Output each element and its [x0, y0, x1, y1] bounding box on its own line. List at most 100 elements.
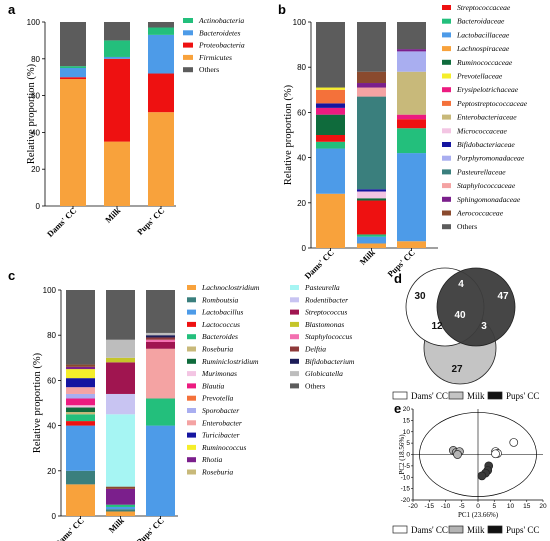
bar-segment-others [357, 22, 386, 72]
legend-swatch [442, 5, 451, 10]
bar-segment-streptococcaceae [397, 119, 426, 129]
legend-swatch [290, 334, 299, 340]
legend-swatch [442, 224, 451, 230]
bar-segment-bacteroidaceae [397, 128, 426, 154]
x-tick-label: -10 [441, 503, 451, 510]
y-tick-label: 60 [47, 376, 56, 385]
legend-label: Delftia [304, 345, 326, 354]
legend-label: Globicatella [305, 369, 343, 378]
bar-segment-streptococcaceae [357, 200, 386, 235]
legend-label: Bacteroidaceae [457, 17, 505, 26]
y-tick-label: 100 [27, 18, 41, 27]
legend-swatch [187, 457, 196, 463]
legend-swatch [183, 67, 193, 73]
bar-segment-others [104, 22, 130, 41]
y-tick-label: 60 [297, 108, 306, 117]
bar-segment-aerococcaceae [357, 71, 386, 84]
legend-label: Prevotella [201, 394, 234, 403]
legend-swatch [187, 395, 196, 401]
bar-segment-pasteurella [106, 414, 135, 487]
venn-legend-label: Pups' CC [506, 391, 539, 401]
x-tick-label: 20 [539, 503, 547, 510]
venn-count-pups_only: 47 [497, 291, 509, 302]
legend-swatch [442, 32, 451, 38]
legend-swatch [442, 169, 451, 175]
legend-swatch [290, 383, 299, 389]
bar-segment-ruminococcaceae [357, 198, 386, 201]
y-tick-label: 0 [52, 512, 57, 521]
legend-swatch [442, 46, 451, 52]
y-tick-label: 20 [47, 467, 56, 476]
legend-swatch [290, 309, 299, 315]
bar-segment-rodentibacter [106, 393, 135, 415]
legend-label: Proteobacteria [198, 41, 245, 50]
venn-count-milk_pups: 3 [481, 321, 487, 332]
bar-segment-lactobacillaceae [357, 236, 386, 244]
legend-label: Ruminococcaceae [456, 58, 513, 67]
y-axis-label: Relative proportion (%) [32, 352, 43, 453]
legend-swatch [187, 469, 196, 475]
category-label: Milk [106, 515, 126, 535]
legend-label: Lactobacillaceae [456, 30, 510, 39]
legend-swatch [442, 73, 451, 79]
legend-label: Romboutsia [201, 295, 238, 304]
bar-segment-others [146, 290, 175, 333]
legend-label: Murimonas [201, 369, 237, 378]
legend-swatch [442, 183, 451, 189]
legend-swatch [442, 196, 451, 202]
legend-label: Blastomonas [305, 320, 344, 329]
legend-label: Roseburia [201, 468, 233, 477]
y-tick-label: -10 [401, 474, 411, 481]
legend-label: Bifidobacteriaceae [457, 140, 515, 149]
bar-segment-prevotellaceae [316, 87, 345, 90]
y-tick-label: 15 [403, 417, 411, 424]
pca-legend-label: Dams' CC [411, 525, 448, 535]
bar-segment-enterobacteriaceae [397, 71, 426, 115]
bar-segment-bifidobacteriaceae [316, 103, 345, 108]
bar-segment-enterobacter [146, 348, 175, 399]
panel-label-a: a [8, 2, 16, 17]
panel-label-c: c [8, 268, 15, 283]
legend-label: Lactococcus [201, 320, 240, 329]
legend-label: Sphingomonadaceae [457, 195, 521, 204]
legend-swatch [442, 18, 451, 24]
bar-segment-ruminococcaceae [316, 114, 345, 135]
legend-label: Actinobacteria [198, 16, 244, 25]
bar-segment-globicatella [146, 332, 175, 336]
venn-circle-pups [436, 267, 516, 347]
y-tick-label: 40 [297, 154, 306, 163]
bar-segment-roseburia [66, 412, 95, 415]
x-tick-label: 10 [507, 503, 515, 510]
legend-swatch [442, 100, 451, 106]
venn-count-all: 40 [454, 310, 466, 321]
legend-label: Bacteroidetes [199, 28, 241, 37]
legend-label: Staphylococcaceae [457, 181, 516, 190]
bar-segment-bacteroidaceae [316, 141, 345, 149]
bar-segment-lachnoclostridium [106, 511, 135, 516]
panel-label-e: e [394, 401, 401, 416]
legend-label: Lachnospiraceae [456, 44, 510, 53]
bar-segment-lactobacillus [146, 425, 175, 516]
bar-segment-peptostreptococcaceae [316, 89, 345, 104]
bar-segment-sphingomonadaceae [357, 83, 386, 88]
legend-label: Rhotia [201, 455, 222, 464]
y-tick-label: 80 [47, 331, 56, 340]
y-tick-label: 80 [297, 63, 306, 72]
legend-swatch [187, 444, 196, 450]
y-axis-label: Relative proportion (%) [283, 84, 294, 185]
bar-segment-globicatella [106, 339, 135, 358]
legend-label: Bifidobacterium [305, 357, 355, 366]
legend-swatch [187, 346, 196, 352]
bar-segment-lachnospiraceae [316, 193, 345, 248]
scatter-point-damscc [491, 449, 500, 459]
bar-segment-romboutsia [66, 470, 95, 485]
bar-segment-lactobacillus [106, 506, 135, 510]
bar-segment-bacteroidaceae [357, 234, 386, 237]
legend-label: Enterobacter [201, 418, 242, 427]
legend-label: Sporobacter [202, 406, 239, 415]
venn-legend-swatch [487, 391, 503, 400]
legend-swatch [187, 285, 196, 290]
legend-swatch [442, 87, 451, 93]
bar-segment-others [148, 22, 174, 28]
